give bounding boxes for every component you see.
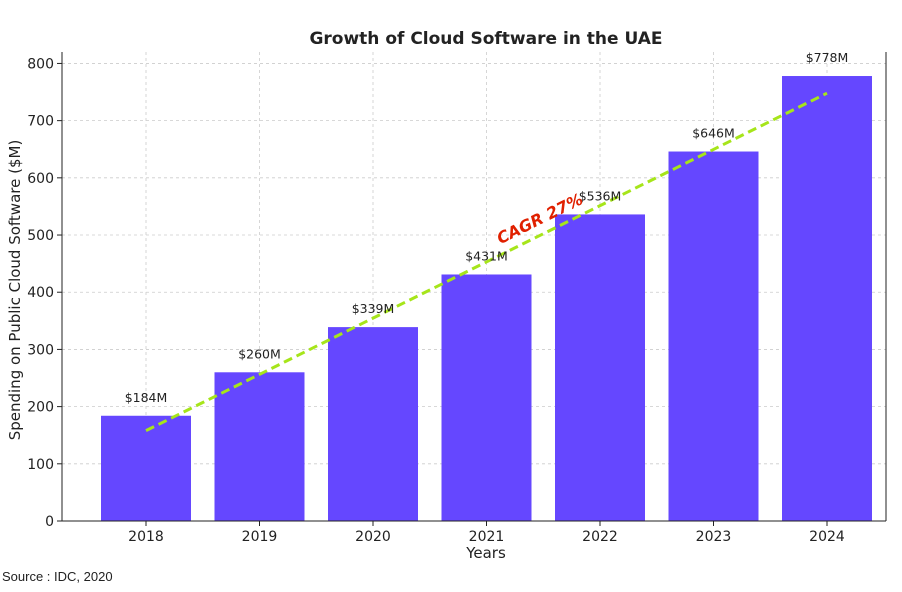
y-tick-label: 600 [27, 171, 54, 187]
bar-2019 [214, 372, 305, 521]
bar-2024 [782, 76, 872, 522]
y-tick-label: 500 [27, 228, 54, 244]
bar-2022 [555, 214, 645, 521]
y-tick-label: 700 [27, 114, 54, 130]
x-axis-label: Years [465, 544, 506, 562]
y-tick-label: 0 [45, 514, 54, 530]
bar-2018 [101, 415, 191, 521]
y-axis-label: Spending on Public Cloud Software ($M) [6, 140, 24, 441]
bar-2021 [441, 274, 532, 521]
y-tick-label: 800 [27, 56, 54, 72]
axes [57, 52, 887, 526]
x-tick-label: 2019 [242, 529, 278, 545]
x-tick-label: 2023 [696, 529, 732, 545]
trendline [145, 91, 828, 432]
source-note: Source : IDC, 2020 [2, 569, 113, 584]
y-tick-label: 100 [27, 457, 54, 473]
x-tick-label: 2020 [355, 529, 391, 545]
data-label: $646M [692, 126, 735, 141]
trendline-group [145, 91, 828, 432]
x-tick-label: 2018 [128, 529, 164, 545]
data-label: $536M [579, 188, 622, 203]
y-tick-label: 400 [27, 285, 54, 301]
data-labels: $184M $260M $339M $431M $536M $646M $778M [125, 50, 849, 405]
bar-2020 [328, 327, 418, 521]
bar-2023 [668, 151, 759, 521]
bars [101, 76, 872, 522]
data-label: $184M [125, 390, 168, 405]
y-tick-label: 300 [27, 342, 54, 358]
y-tick-label: 200 [27, 400, 54, 416]
data-label: $431M [465, 248, 508, 263]
chart-title: Growth of Cloud Software in the UAE [309, 29, 662, 49]
x-tick-label: 2022 [582, 529, 618, 545]
x-tick-labels: 2018 2019 2020 2021 2022 2023 2024 [128, 529, 845, 545]
data-label: $778M [806, 50, 849, 65]
data-label: $260M [238, 346, 281, 361]
data-label: $339M [352, 301, 395, 316]
x-tick-label: 2024 [809, 529, 845, 545]
y-tick-labels: 0 100 200 300 400 500 600 700 800 [27, 56, 54, 530]
x-tick-label: 2021 [469, 529, 505, 545]
